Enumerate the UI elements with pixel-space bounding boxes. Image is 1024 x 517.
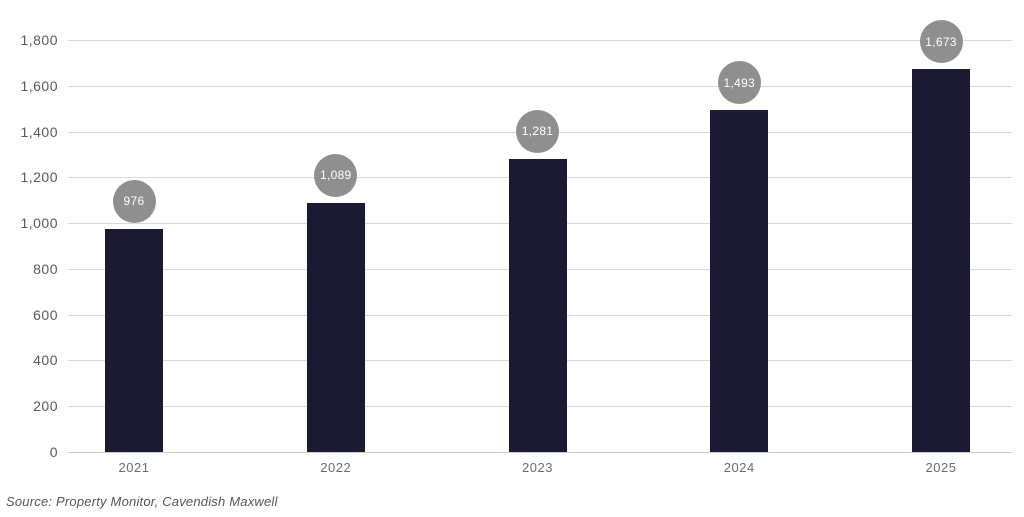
value-badge: 1,493: [717, 61, 761, 105]
value-badge-label: 1,281: [521, 124, 554, 139]
x-axis-tick-label: 2021: [118, 460, 150, 475]
x-axis-tick-label: 2025: [925, 460, 957, 475]
bar-2023: [508, 158, 567, 452]
y-axis-tick-label: 400: [33, 352, 58, 369]
value-badge: 976: [112, 179, 156, 223]
gridline: [68, 40, 1012, 41]
y-axis-tick-label: 800: [33, 260, 58, 277]
y-axis-tick-label: 200: [33, 398, 58, 415]
y-axis-tick-label: 1,800: [20, 32, 58, 48]
y-axis-tick-label: 1,400: [20, 123, 58, 140]
x-axis-tick-label: 2024: [723, 460, 755, 475]
x-axis-tick-label: 2022: [320, 460, 352, 475]
bar-2022: [306, 202, 365, 452]
y-axis-tick-label: 0: [49, 444, 58, 460]
y-axis-tick-label: 1,000: [20, 215, 58, 232]
y-axis-tick-label: 1,200: [20, 169, 58, 186]
bar-2024: [710, 110, 769, 452]
gridline: [68, 452, 1012, 453]
value-badge-label: 1,493: [723, 75, 756, 90]
value-badge-label: 1,673: [925, 34, 957, 49]
y-axis-tick-label: 600: [33, 306, 58, 323]
value-badge: 1,673: [919, 20, 963, 64]
value-badge-label: 976: [123, 194, 145, 209]
value-badge-label: 1,089: [319, 168, 352, 183]
value-badge: 1,281: [516, 109, 559, 153]
gridline: [68, 85, 1012, 87]
y-axis-tick-label: 1,600: [20, 77, 58, 94]
source-note: Source: Property Monitor, Cavendish Maxw…: [6, 494, 278, 509]
x-axis-tick-label: 2023: [522, 460, 553, 475]
bar-2021: [105, 228, 163, 452]
bar-2025: [912, 69, 970, 452]
value-badge: 1,089: [314, 153, 358, 197]
